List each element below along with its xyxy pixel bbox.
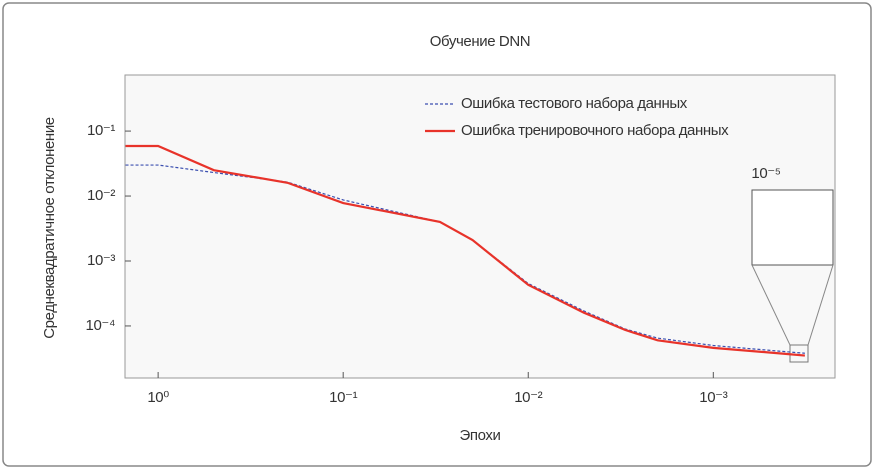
legend-label: Ошибка тестового набора данных	[461, 95, 688, 112]
x-tick-label: 10⁻¹	[329, 389, 357, 406]
y-tick-label: 10⁻²	[87, 187, 115, 204]
plot-area	[124, 74, 836, 379]
inset: 10⁻⁵	[751, 165, 834, 363]
x-tick-label: 10⁻³	[699, 389, 727, 406]
series-line	[125, 144, 805, 357]
x-tick-label: 10⁻²	[514, 389, 542, 406]
legend-label: Ошибка тренировочного набора данных	[461, 122, 729, 139]
y-tick-label: 10⁻³	[87, 252, 115, 269]
inset-box	[751, 189, 834, 266]
x-axis-label: Эпохи	[460, 427, 501, 444]
y-tick-label: 10⁻¹	[87, 122, 115, 139]
inset-label: 10⁻⁵	[751, 165, 780, 182]
connector	[751, 264, 791, 346]
series-line	[125, 164, 805, 354]
connector	[807, 264, 834, 346]
y-axis-label: Среднеквадратичное отклонение	[41, 117, 58, 339]
chart-title: Обучение DNN	[430, 33, 530, 50]
y-tick-label: 10⁻⁴	[86, 317, 115, 334]
x-tick-label: 10⁰	[147, 389, 169, 406]
